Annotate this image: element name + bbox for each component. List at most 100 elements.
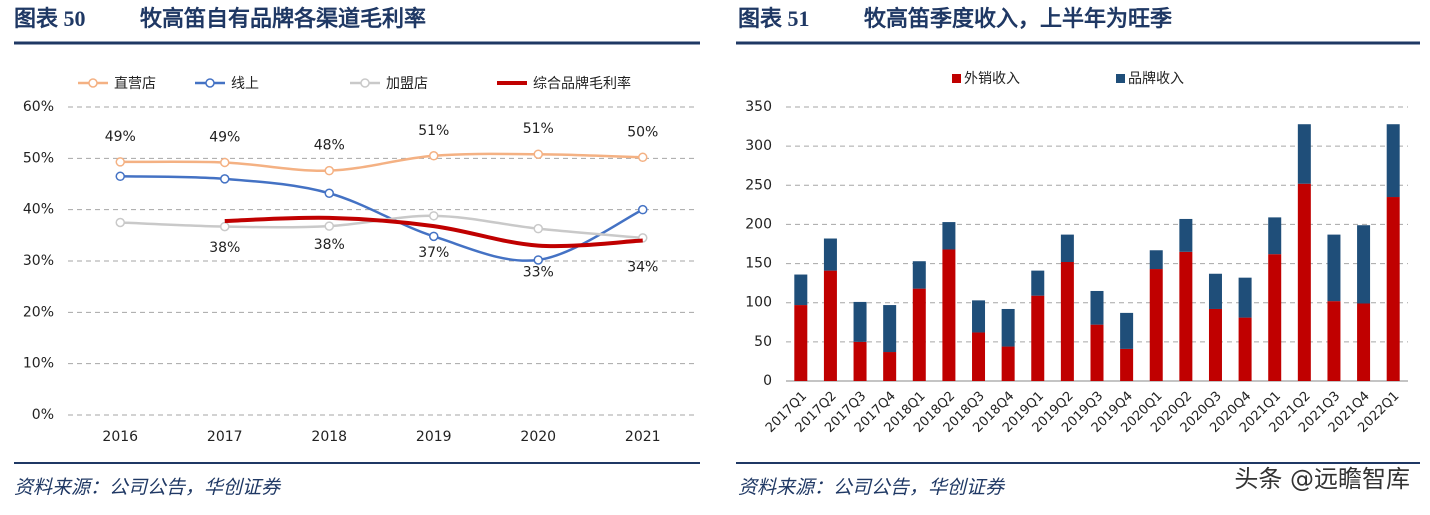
bar-segment	[823, 270, 837, 381]
point-marker	[115, 217, 125, 228]
bar-segment	[1149, 269, 1163, 381]
y-tick-label: 50	[754, 334, 772, 350]
bar-segment	[794, 305, 808, 381]
bar-segment	[1238, 277, 1252, 318]
figure-number: 图表 50	[14, 6, 86, 31]
point-marker	[533, 255, 543, 265]
y-tick-label: 0	[763, 373, 772, 389]
data-label: 48%	[314, 138, 345, 154]
bar-segment	[1031, 295, 1045, 381]
y-tick-label: 10%	[23, 356, 54, 372]
bar-segment	[1001, 308, 1015, 347]
y-tick-label: 40%	[23, 202, 54, 218]
data-label: 51%	[523, 121, 554, 137]
point-marker	[533, 223, 543, 234]
bar-segment	[912, 261, 926, 289]
point-marker	[324, 221, 334, 231]
bar-segment	[972, 332, 986, 381]
chart-title: 牧高笛自有品牌各渠道毛利率	[140, 6, 426, 31]
y-tick-label: 350	[745, 99, 772, 115]
bar-segment	[1297, 124, 1311, 184]
bar-segment	[1179, 251, 1193, 381]
series-line	[120, 175, 644, 262]
data-label: 37%	[418, 245, 449, 261]
y-tick-label: 0%	[32, 407, 54, 423]
point-marker	[220, 174, 230, 184]
legend-marker	[360, 78, 370, 88]
source: 资料来源：公司公告，华创证券	[738, 476, 1006, 498]
bar-segment	[1238, 317, 1252, 381]
x-tick-label: 2021	[625, 429, 661, 445]
bar-segment	[1297, 183, 1311, 381]
legend-swatch	[1116, 74, 1125, 83]
series-line	[120, 152, 643, 172]
point-marker	[638, 152, 648, 163]
data-label: 49%	[105, 129, 136, 145]
data-label: 34%	[627, 259, 658, 275]
bar-segment	[1208, 308, 1222, 381]
legend-swatch	[952, 74, 961, 83]
bar-segment	[1386, 197, 1400, 381]
bar-segment	[853, 301, 867, 342]
bar-segment	[1120, 348, 1134, 381]
y-tick-label: 60%	[23, 99, 54, 115]
y-tick-label: 200	[745, 216, 772, 232]
bar-segment	[1208, 273, 1222, 309]
bar-segment	[942, 249, 956, 381]
watermark: 头条 @远瞻智库	[1234, 465, 1410, 493]
bar-segment	[1149, 250, 1163, 270]
point-marker	[115, 171, 125, 182]
point-marker	[324, 165, 334, 176]
data-label: 50%	[627, 124, 658, 140]
x-tick-label: 2016	[102, 429, 138, 445]
legend-label: 品牌收入	[1128, 70, 1184, 87]
chart-title: 牧高笛季度收入，上半年为旺季	[864, 6, 1172, 31]
series-line	[224, 215, 643, 249]
bar-segment	[1357, 303, 1371, 381]
data-label: 51%	[418, 123, 449, 139]
point-marker	[220, 221, 230, 232]
bar-segment	[823, 238, 837, 271]
data-label: 38%	[314, 237, 345, 253]
point-marker	[429, 211, 439, 221]
y-tick-label: 20%	[23, 304, 54, 320]
x-tick-label: 2019	[416, 429, 452, 445]
bar-segment	[1386, 124, 1400, 198]
point-marker	[324, 188, 334, 198]
legend-label: 直营店	[114, 75, 156, 92]
bar-segment	[1327, 234, 1341, 302]
point-marker	[638, 204, 648, 215]
source: 资料来源：公司公告，华创证券	[14, 476, 282, 498]
legend-label: 线上	[231, 76, 259, 92]
y-tick-label: 150	[745, 256, 772, 272]
bar-segment	[942, 222, 956, 250]
bar-segment	[883, 305, 897, 353]
bar-segment	[1060, 234, 1074, 263]
bar-segment	[1327, 301, 1341, 381]
point-marker	[220, 157, 230, 168]
legend-label: 外销收入	[964, 71, 1020, 87]
bar-segment	[794, 274, 808, 306]
y-tick-label: 50%	[23, 150, 54, 166]
bar-segment	[912, 288, 926, 381]
bar-segment	[1060, 262, 1074, 381]
bar-segment	[853, 341, 867, 381]
y-tick-label: 300	[745, 138, 772, 154]
x-tick-label: 2020	[520, 429, 556, 445]
bar-segment	[1357, 225, 1371, 304]
x-tick-label: 2018	[311, 429, 347, 445]
figure-number: 图表 51	[738, 6, 810, 31]
y-tick-label: 250	[745, 177, 772, 193]
bar-segment	[1179, 218, 1193, 252]
bar-segment	[972, 300, 986, 333]
bar-segment	[1268, 254, 1282, 381]
point-marker	[115, 157, 125, 167]
y-tick-label: 100	[745, 295, 772, 311]
bar-segment	[1090, 324, 1104, 381]
bar-segment	[1001, 346, 1015, 381]
legend-marker	[205, 78, 215, 88]
x-tick-label: 2017	[207, 429, 243, 445]
bar-segment	[883, 352, 897, 381]
legend-label: 加盟店	[386, 76, 428, 92]
